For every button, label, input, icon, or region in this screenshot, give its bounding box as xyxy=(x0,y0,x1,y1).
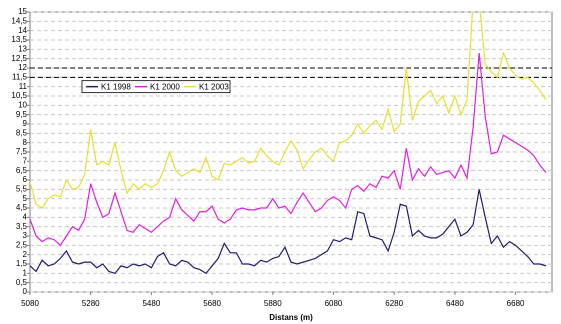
y-tick-label: 7,5 xyxy=(16,147,28,156)
legend-label: K1 2000 xyxy=(150,82,180,91)
y-tick-label: 13 xyxy=(18,44,27,53)
y-tick-label: 5,5 xyxy=(16,184,28,193)
y-tick-label: 1 xyxy=(23,268,28,277)
y-tick-label: 13,5 xyxy=(11,35,27,44)
legend-label: K1 2003 xyxy=(199,82,229,91)
x-tick-label: 5280 xyxy=(82,299,100,308)
y-tick-label: 9,5 xyxy=(16,110,28,119)
y-tick-label: 0 xyxy=(23,287,28,296)
y-tick-label: 9 xyxy=(23,119,28,128)
y-tick-label: 0,5 xyxy=(16,278,28,287)
x-tick-label: 5480 xyxy=(142,299,160,308)
series-line xyxy=(30,189,547,275)
y-tick-label: 1,5 xyxy=(16,259,28,268)
y-tick-label: 4 xyxy=(23,212,28,221)
y-tick-label: 11 xyxy=(19,82,28,91)
legend-box xyxy=(81,80,231,94)
legend-label: K1 1998 xyxy=(101,82,131,91)
x-tick-label: 6280 xyxy=(385,299,403,308)
y-tick-label: 6 xyxy=(23,175,28,184)
y-tick-label: 15 xyxy=(18,7,27,16)
y-tick-label: 10,5 xyxy=(11,91,27,100)
series-line xyxy=(30,12,547,209)
y-tick-label: 8 xyxy=(23,138,28,147)
x-tick-label: 6680 xyxy=(507,299,525,308)
x-tick-label: 6080 xyxy=(325,299,343,308)
y-tick-label: 14,5 xyxy=(11,16,27,25)
y-tick-label: 14 xyxy=(18,26,27,35)
y-tick-label: 12 xyxy=(18,63,27,72)
y-tick-label: 7 xyxy=(23,156,28,165)
y-tick-label: 10 xyxy=(18,100,27,109)
x-tick-label: 5680 xyxy=(203,299,221,308)
y-tick-label: 3 xyxy=(23,231,28,240)
y-tick-label: 3,5 xyxy=(16,222,28,231)
y-tick-label: 8,5 xyxy=(16,128,28,137)
y-tick-label: 5 xyxy=(23,194,28,203)
y-tick-label: 11,5 xyxy=(12,72,28,81)
y-tick-label: 2,5 xyxy=(16,240,28,249)
x-tick-label: 5080 xyxy=(21,299,39,308)
y-tick-label: 2 xyxy=(23,250,28,259)
series-line xyxy=(30,53,547,247)
x-axis-title: Distans (m) xyxy=(269,313,313,322)
y-tick-label: 12,5 xyxy=(11,54,27,63)
series-group xyxy=(30,12,547,275)
x-tick-label: 6480 xyxy=(446,299,464,308)
y-tick-label: 6,5 xyxy=(16,166,28,175)
x-tick-label: 5880 xyxy=(264,299,282,308)
y-tick-label: 4,5 xyxy=(16,203,28,212)
